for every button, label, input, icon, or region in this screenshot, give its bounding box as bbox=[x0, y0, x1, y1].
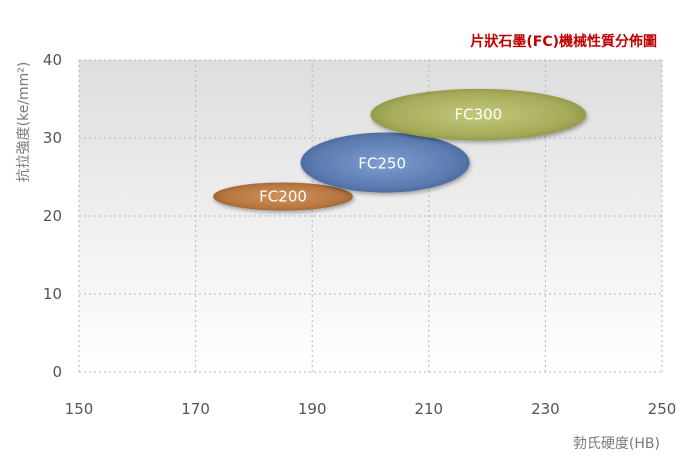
x-tick-label: 150 bbox=[65, 400, 94, 418]
y-tick-label: 30 bbox=[43, 129, 62, 147]
x-tick-label: 170 bbox=[181, 400, 210, 418]
y-tick-label: 0 bbox=[52, 363, 62, 381]
ellipse-fc300 bbox=[370, 88, 587, 141]
label-fc300: FC300 bbox=[454, 106, 502, 124]
x-tick-label: 210 bbox=[414, 400, 443, 418]
x-ticks: 150 170 190 210 230 250 bbox=[65, 400, 677, 418]
x-tick-label: 190 bbox=[298, 400, 327, 418]
label-fc250: FC250 bbox=[358, 155, 406, 173]
x-tick-label: 230 bbox=[531, 400, 560, 418]
y-ticks: 0 10 20 30 40 bbox=[43, 51, 62, 381]
y-tick-label: 20 bbox=[43, 207, 62, 225]
x-tick-label: 250 bbox=[648, 400, 677, 418]
y-axis-title: 抗拉強度(ke/mm²) bbox=[16, 62, 32, 183]
series-layer: FC200 FC250 FC300 bbox=[213, 88, 587, 211]
y-tick-label: 10 bbox=[43, 285, 62, 303]
label-fc200: FC200 bbox=[259, 188, 307, 206]
ellipse-fc250 bbox=[300, 132, 470, 193]
ellipse-fc200 bbox=[213, 182, 354, 211]
x-axis-title: 勃氏硬度(HB) bbox=[573, 436, 660, 452]
chart-title: 片狀石墨(FC)機械性質分佈圖 bbox=[470, 33, 657, 50]
y-tick-label: 40 bbox=[43, 51, 62, 69]
